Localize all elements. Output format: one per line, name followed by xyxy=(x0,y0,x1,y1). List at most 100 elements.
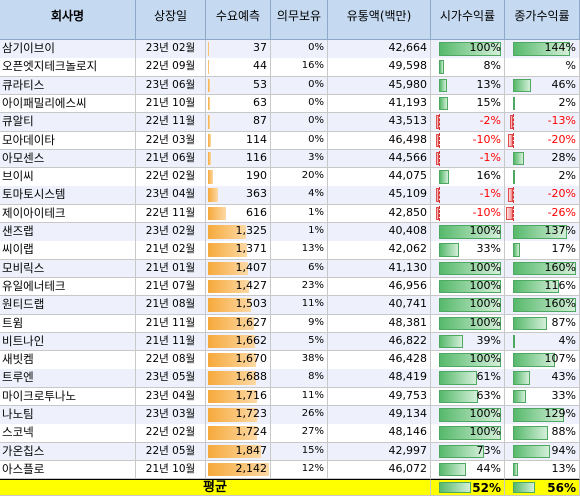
table-cell-open[interactable]: 73% xyxy=(431,442,505,462)
table-cell-demand[interactable]: 1,688 xyxy=(206,369,271,388)
table-cell-close[interactable]: 43% xyxy=(505,369,580,388)
table-cell-lock[interactable]: 0% xyxy=(271,40,328,59)
table-cell-lock[interactable]: 1% xyxy=(271,223,328,242)
table-cell-float[interactable]: 46,072 xyxy=(328,460,431,480)
table-cell-float[interactable]: 40,408 xyxy=(328,223,431,242)
table-cell-demand[interactable]: 1,427 xyxy=(206,277,271,297)
table-cell-open[interactable]: 61% xyxy=(431,369,505,388)
table-cell-float[interactable]: 44,566 xyxy=(328,149,431,169)
table-cell-lock[interactable]: 13% xyxy=(271,241,328,260)
table-cell-date[interactable]: 23년 04월 xyxy=(136,186,206,205)
table-cell-date[interactable]: 21년 01월 xyxy=(136,259,206,279)
table-cell-name[interactable]: 가온칩스 xyxy=(0,442,136,462)
column-header[interactable]: 시가수익률 xyxy=(431,0,505,40)
table-cell-float[interactable]: 42,062 xyxy=(328,241,431,260)
table-cell-demand[interactable]: 1,503 xyxy=(206,296,271,315)
table-cell-name[interactable]: 트루엔 xyxy=(0,369,136,388)
average-close[interactable]: 56% xyxy=(505,479,580,496)
table-cell-demand[interactable]: 1,371 xyxy=(206,241,271,260)
table-cell-float[interactable]: 42,664 xyxy=(328,40,431,59)
table-cell-open[interactable]: 8% xyxy=(431,58,505,77)
table-cell-open[interactable]: 15% xyxy=(431,94,505,114)
table-cell-close[interactable]: 28% xyxy=(505,149,580,169)
column-header[interactable]: 수요예측 xyxy=(206,0,271,40)
table-cell-name[interactable]: 나노팀 xyxy=(0,406,136,425)
table-cell-date[interactable]: 23년 02월 xyxy=(136,223,206,242)
table-cell-open[interactable]: 39% xyxy=(431,332,505,352)
table-cell-open[interactable]: 100% xyxy=(431,406,505,425)
table-cell-open[interactable]: -1% xyxy=(431,149,505,169)
table-cell-open[interactable]: 100% xyxy=(431,259,505,279)
table-cell-demand[interactable]: 63 xyxy=(206,94,271,114)
table-cell-lock[interactable]: 5% xyxy=(271,332,328,352)
table-cell-date[interactable]: 21년 06월 xyxy=(136,149,206,169)
table-cell-name[interactable]: 모비릭스 xyxy=(0,259,136,279)
column-header[interactable]: 상장일 xyxy=(136,0,206,40)
table-cell-open[interactable]: 100% xyxy=(431,424,505,443)
table-cell-lock[interactable]: 4% xyxy=(271,186,328,205)
table-cell-demand[interactable]: 1,847 xyxy=(206,442,271,462)
table-cell-name[interactable]: 아이패밀리에스씨 xyxy=(0,94,136,114)
table-cell-lock[interactable]: 11% xyxy=(271,387,328,407)
table-cell-name[interactable]: 모아데이타 xyxy=(0,131,136,151)
table-cell-float[interactable]: 46,822 xyxy=(328,332,431,352)
table-cell-demand[interactable]: 37 xyxy=(206,40,271,59)
table-cell-date[interactable]: 23년 05월 xyxy=(136,369,206,388)
column-header[interactable]: 종가수익률 xyxy=(505,0,580,40)
table-cell-name[interactable]: 큐알티 xyxy=(0,113,136,132)
table-cell-demand[interactable]: 53 xyxy=(206,76,271,96)
table-cell-close[interactable]: 2% xyxy=(505,94,580,114)
table-cell-open[interactable]: -10% xyxy=(431,204,505,224)
table-cell-demand[interactable]: 1,670 xyxy=(206,351,271,370)
table-cell-float[interactable]: 46,498 xyxy=(328,131,431,151)
table-cell-open[interactable]: 100% xyxy=(431,296,505,315)
table-cell-lock[interactable]: 15% xyxy=(271,442,328,462)
table-cell-open[interactable]: 16% xyxy=(431,168,505,187)
table-cell-float[interactable]: 43,513 xyxy=(328,113,431,132)
table-cell-lock[interactable]: 0% xyxy=(271,113,328,132)
table-cell-float[interactable]: 42,997 xyxy=(328,442,431,462)
table-cell-open[interactable]: -10% xyxy=(431,131,505,151)
table-cell-date[interactable]: 22년 05월 xyxy=(136,442,206,462)
table-cell-float[interactable]: 48,419 xyxy=(328,369,431,388)
table-cell-demand[interactable]: 1,723 xyxy=(206,406,271,425)
table-cell-close[interactable]: 116% xyxy=(505,277,580,297)
table-cell-open[interactable]: 100% xyxy=(431,351,505,370)
table-cell-lock[interactable]: 0% xyxy=(271,76,328,96)
table-cell-lock[interactable]: 8% xyxy=(271,369,328,388)
table-cell-lock[interactable]: 11% xyxy=(271,296,328,315)
table-cell-date[interactable]: 22년 08월 xyxy=(136,351,206,370)
table-cell-close[interactable]: 137% xyxy=(505,223,580,242)
table-cell-lock[interactable]: 26% xyxy=(271,406,328,425)
table-cell-open[interactable]: 100% xyxy=(431,40,505,59)
table-cell-name[interactable]: 새빗켐 xyxy=(0,351,136,370)
table-cell-close[interactable]: % xyxy=(505,58,580,77)
average-open[interactable]: 52% xyxy=(431,479,505,496)
table-cell-demand[interactable]: 616 xyxy=(206,204,271,224)
table-cell-open[interactable]: -2% xyxy=(431,113,505,132)
table-cell-lock[interactable]: 23% xyxy=(271,277,328,297)
table-cell-float[interactable]: 44,075 xyxy=(328,168,431,187)
table-cell-float[interactable]: 46,428 xyxy=(328,351,431,370)
table-cell-open[interactable]: 63% xyxy=(431,387,505,407)
table-cell-name[interactable]: 아스플로 xyxy=(0,460,136,480)
table-cell-lock[interactable]: 1% xyxy=(271,204,328,224)
table-cell-close[interactable]: 2% xyxy=(505,168,580,187)
table-cell-float[interactable]: 46,956 xyxy=(328,277,431,297)
table-cell-name[interactable]: 스코넥 xyxy=(0,424,136,443)
table-cell-open[interactable]: -1% xyxy=(431,186,505,205)
table-cell-demand[interactable]: 114 xyxy=(206,131,271,151)
table-cell-close[interactable]: -20% xyxy=(505,131,580,151)
table-cell-close[interactable]: 94% xyxy=(505,442,580,462)
table-cell-demand[interactable]: 190 xyxy=(206,168,271,187)
table-cell-name[interactable]: 아모센스 xyxy=(0,149,136,169)
table-cell-open[interactable]: 33% xyxy=(431,241,505,260)
table-cell-demand[interactable]: 1,407 xyxy=(206,259,271,279)
table-cell-date[interactable]: 23년 03월 xyxy=(136,406,206,425)
table-cell-name[interactable]: 샌즈랩 xyxy=(0,223,136,242)
table-cell-name[interactable]: 오픈엣지테크놀로지 xyxy=(0,58,136,77)
table-cell-date[interactable]: 21년 10월 xyxy=(136,94,206,114)
table-cell-close[interactable]: 107% xyxy=(505,351,580,370)
table-cell-float[interactable]: 45,980 xyxy=(328,76,431,96)
table-cell-close[interactable]: 144% xyxy=(505,40,580,59)
